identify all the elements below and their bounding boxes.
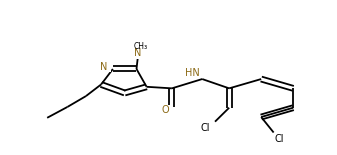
Bar (272, 134, 287, 144)
Bar (197, 123, 213, 133)
Text: Cl: Cl (275, 134, 284, 144)
Bar (158, 105, 172, 115)
Text: O: O (161, 105, 169, 115)
Text: N: N (100, 62, 108, 72)
Text: Cl: Cl (200, 123, 210, 133)
Bar (97, 62, 111, 72)
Text: HN: HN (185, 68, 200, 78)
Text: CH₃: CH₃ (134, 42, 148, 51)
Text: N: N (134, 49, 141, 58)
Bar (181, 68, 203, 78)
Bar (131, 48, 144, 58)
